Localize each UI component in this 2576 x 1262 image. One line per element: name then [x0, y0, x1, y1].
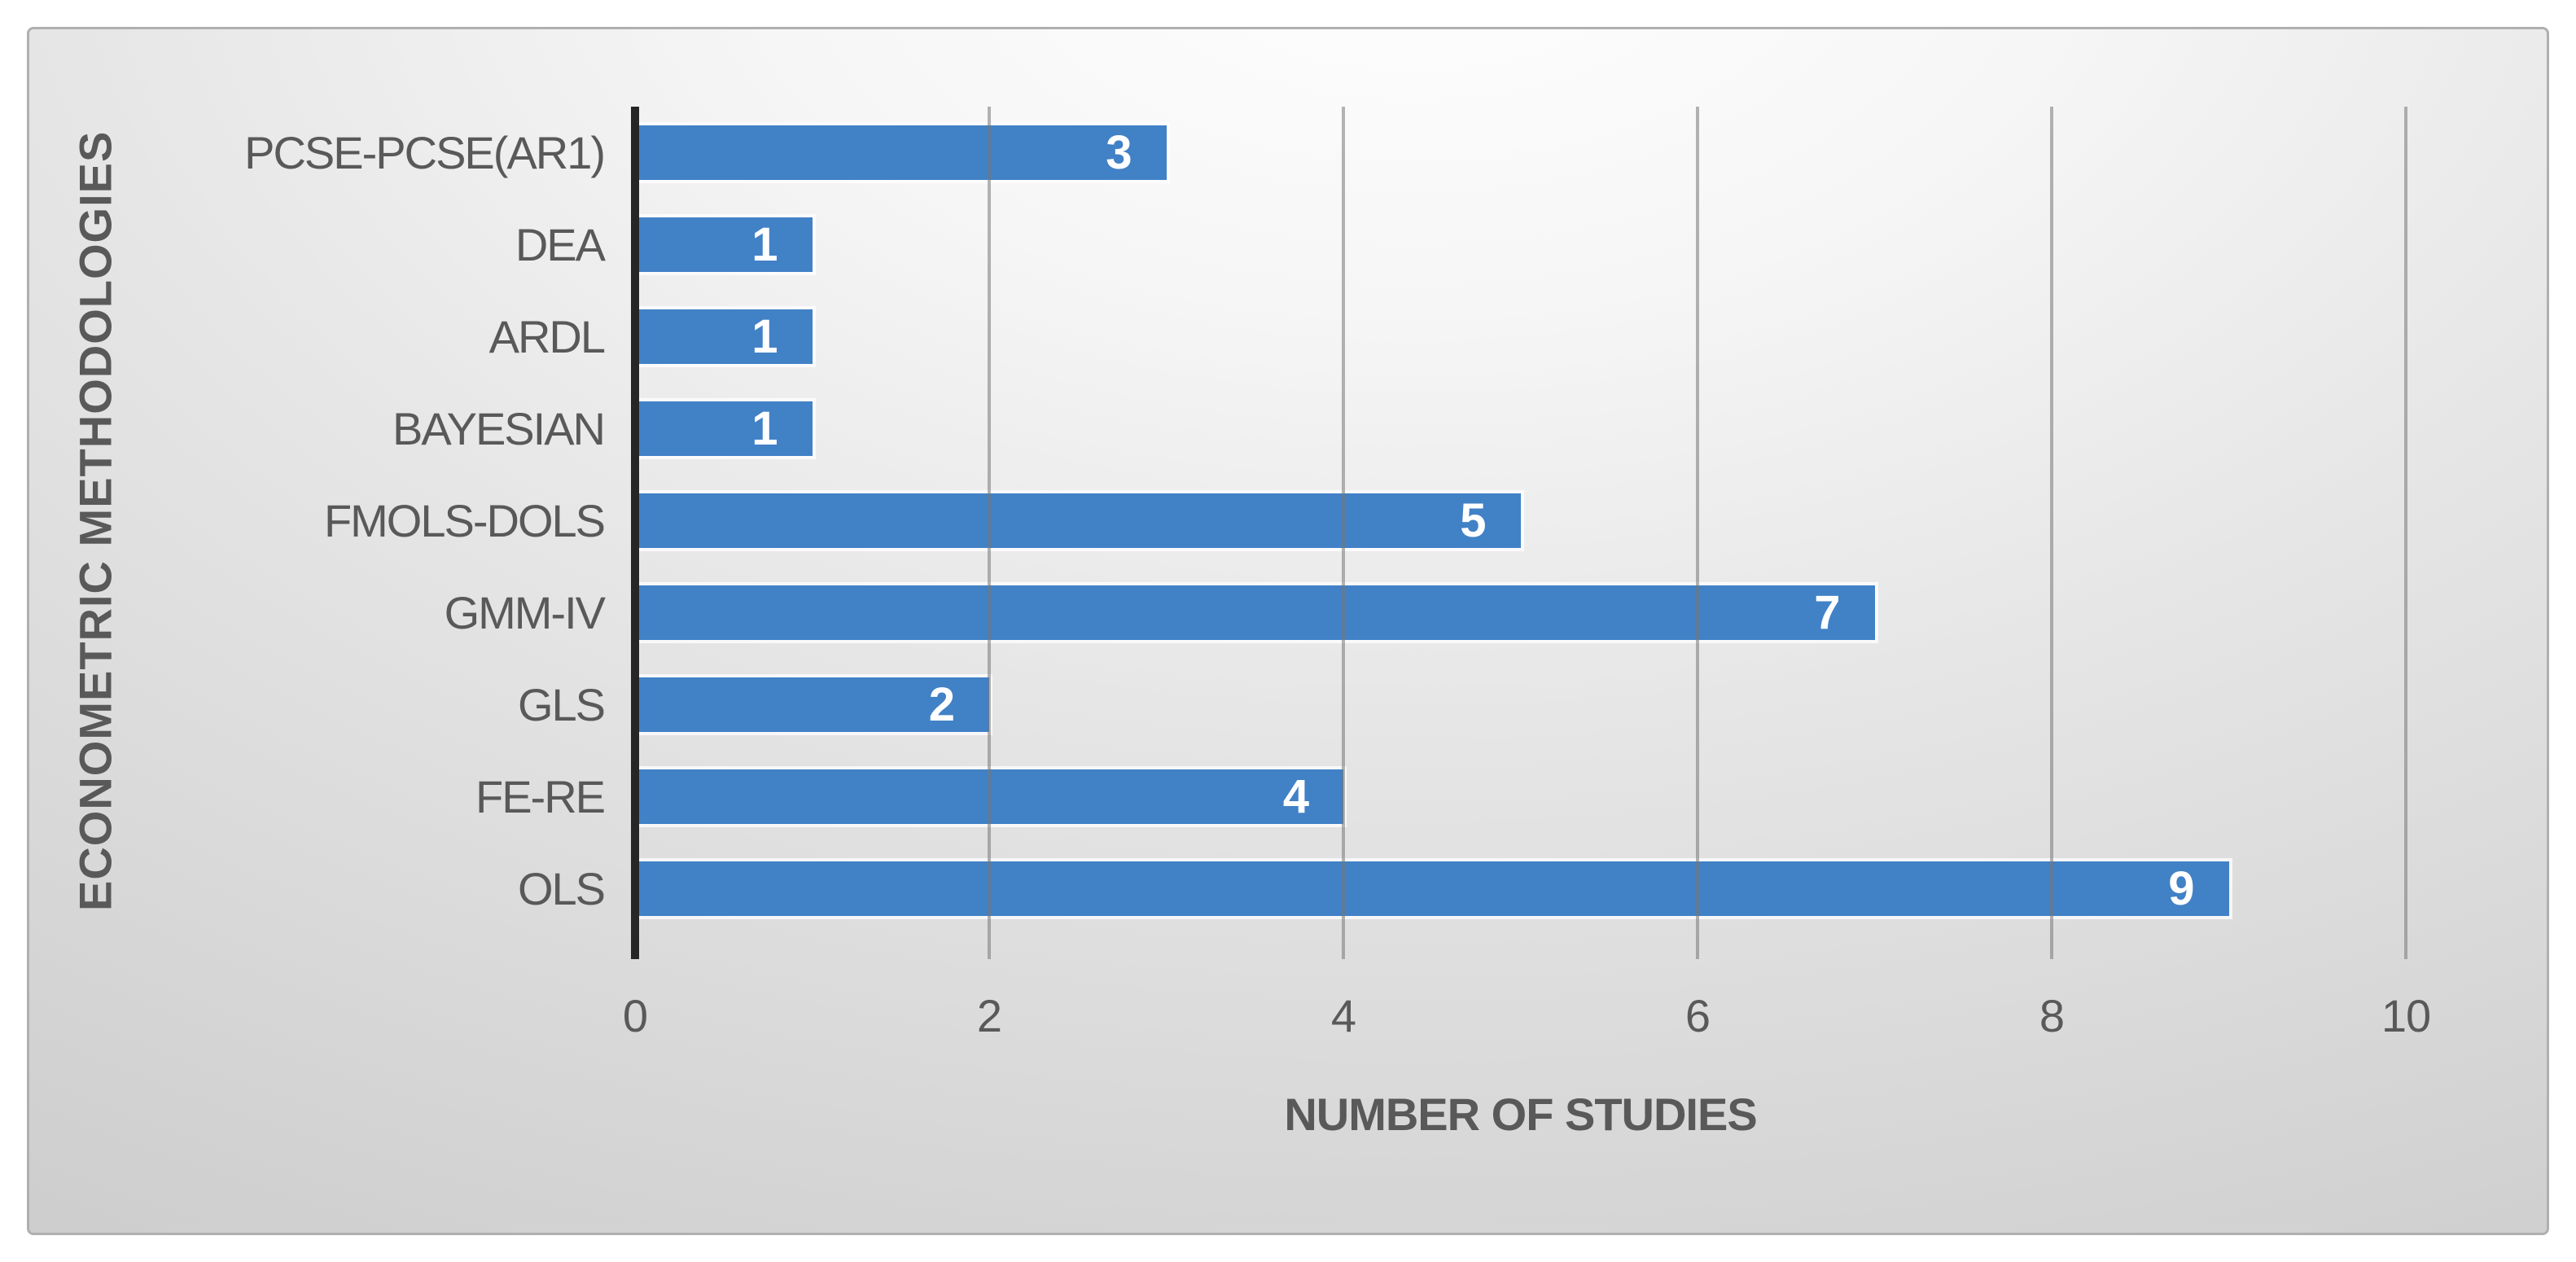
category-label: GLS [517, 678, 606, 730]
bar-track: 9 [635, 843, 2406, 935]
bar-gmm-iv: 7 [635, 585, 1875, 640]
x-tick-label-8: 8 [2039, 990, 2065, 1041]
bar-value-label: 1 [751, 309, 778, 363]
bar-ardl: 1 [635, 309, 813, 364]
bar-track: 4 [635, 751, 2406, 843]
x-axis-tick-labels: 0 2 4 6 8 10 [623, 990, 2431, 1047]
bar-value-label: 1 [751, 401, 778, 455]
category-label: DEA [515, 218, 606, 270]
chart-row: DEA 1 [29, 199, 2437, 291]
chart-row: PCSE-PCSE(AR1) 3 [29, 107, 2437, 199]
bar-track: 1 [635, 199, 2406, 291]
x-tick-label-0: 0 [622, 990, 648, 1041]
category-label: BAYESIAN [392, 402, 606, 454]
category-label: PCSE-PCSE(AR1) [244, 126, 606, 178]
bar-value-label: 2 [928, 677, 955, 731]
chart-row: FMOLS-DOLS 5 [29, 475, 2437, 567]
bar-track: 7 [635, 567, 2406, 659]
bar-gls: 2 [635, 677, 989, 732]
x-tick-label-6: 6 [1684, 990, 1711, 1041]
bar-value-label: 5 [1460, 493, 1487, 547]
bar-value-label: 3 [1106, 125, 1132, 179]
chart-row: FE-RE 4 [29, 751, 2437, 843]
chart-row: ARDL 1 [29, 291, 2437, 383]
bar-track: 1 [635, 383, 2406, 475]
bar-value-label: 1 [751, 217, 778, 271]
category-label: FE-RE [475, 770, 606, 822]
x-tick-label-2: 2 [976, 990, 1002, 1041]
bar-fe-re: 4 [635, 769, 1343, 824]
bar-track: 1 [635, 291, 2406, 383]
category-label: OLS [517, 862, 606, 914]
plot-area: PCSE-PCSE(AR1) 3 DEA 1 ARDL 1 BAYESIAN 1 FMOLS-D… [29, 107, 2437, 935]
bar-bayesian: 1 [635, 401, 813, 456]
x-tick-label-4: 4 [1330, 990, 1356, 1041]
chart-row: GLS 2 [29, 659, 2437, 751]
chart-row: OLS 9 [29, 843, 2437, 935]
category-label: ARDL [488, 310, 606, 362]
bar-ols: 9 [635, 861, 2229, 916]
chart-row: GMM-IV 7 [29, 567, 2437, 659]
x-tick-label-10: 10 [2381, 990, 2431, 1041]
category-label: FMOLS-DOLS [323, 494, 606, 546]
x-axis-title: NUMBER OF STUDIES [1284, 1089, 1757, 1140]
bar-fmols-dols: 5 [635, 493, 1521, 548]
bar-pcse-pcse-ar1-: 3 [635, 125, 1167, 180]
bar-value-label: 4 [1282, 769, 1309, 823]
bar-dea: 1 [635, 217, 813, 272]
bar-track: 2 [635, 659, 2406, 751]
category-label: GMM-IV [444, 586, 606, 638]
bar-track: 5 [635, 475, 2406, 567]
chart-canvas: ECONOMETRIC METHODOLOGIES PCSE-PCSE(AR1)… [27, 27, 2549, 1235]
bar-value-label: 7 [1814, 585, 1841, 639]
bar-track: 3 [635, 107, 2406, 199]
bar-value-label: 9 [2168, 861, 2195, 915]
chart-row: BAYESIAN 1 [29, 383, 2437, 475]
